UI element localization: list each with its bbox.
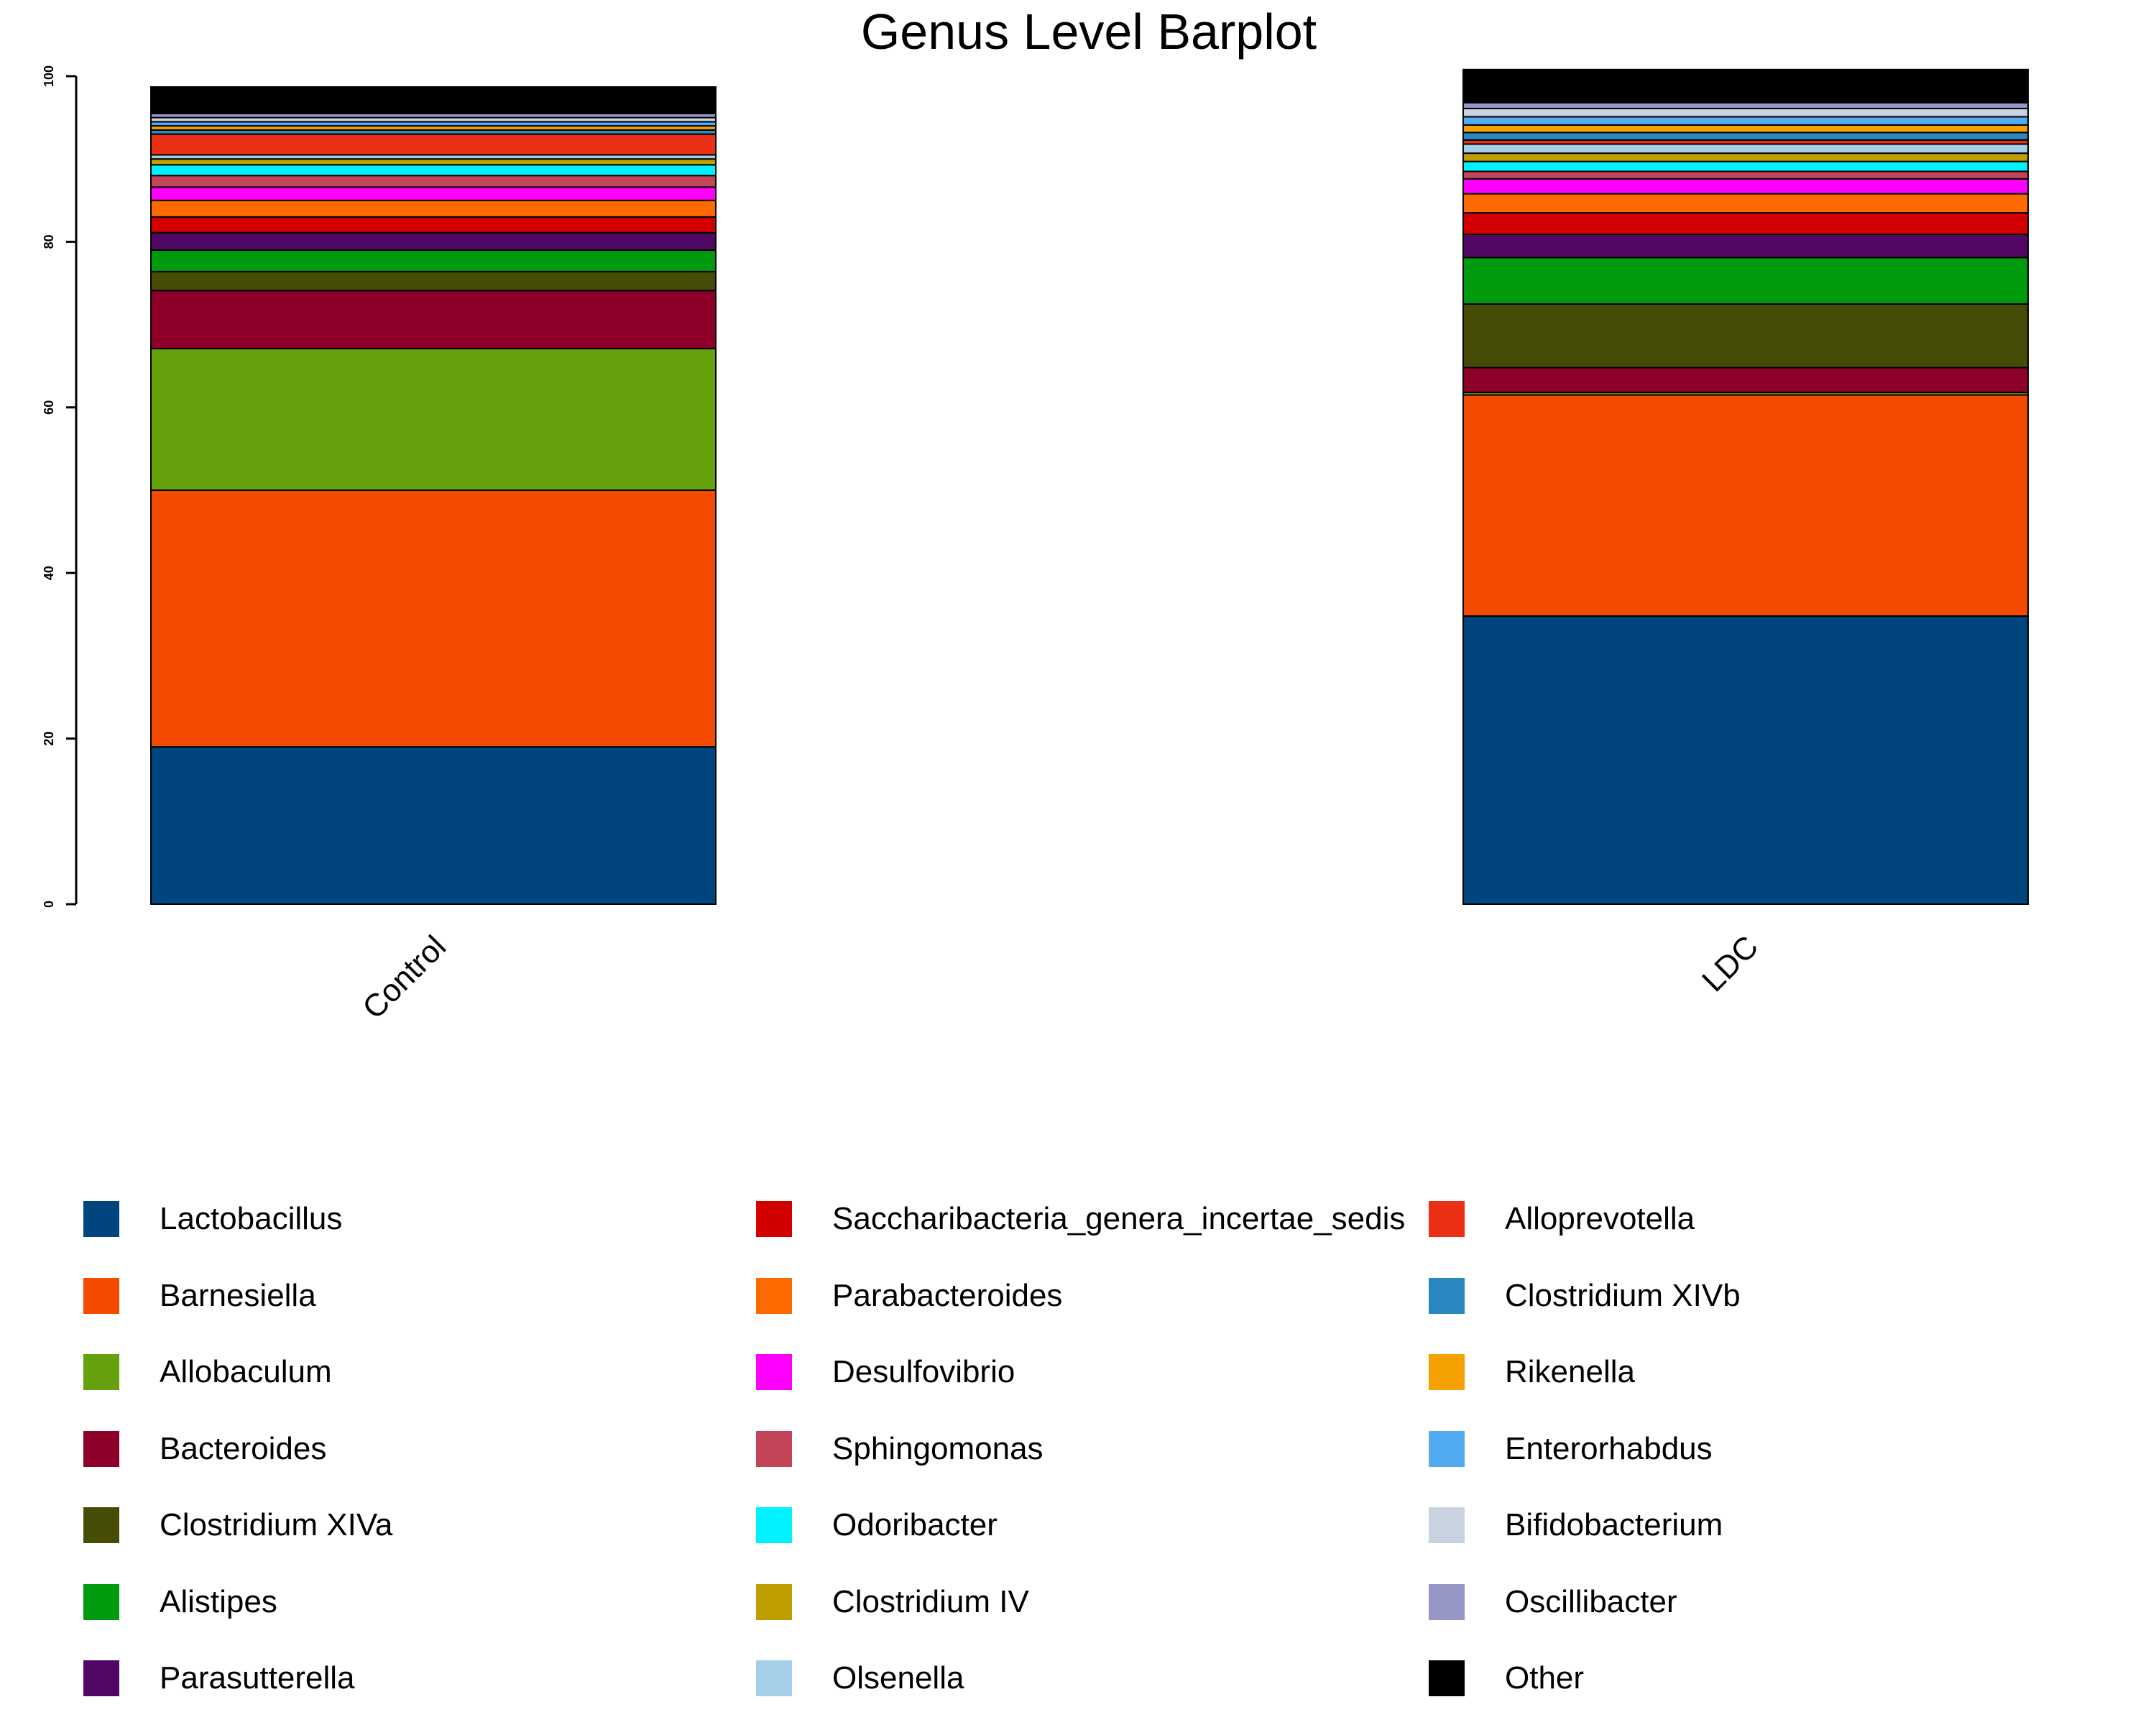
bar-segment-ldc-13 (1462, 143, 2029, 155)
y-tick-label: 60 (42, 400, 56, 415)
bar-segment-ldc-19 (1462, 101, 2029, 109)
bar-segment-ldc-1 (1462, 394, 2029, 617)
bar-segment-control-6 (150, 231, 717, 251)
bar-segment-control-8 (150, 199, 717, 218)
y-tick-label: 80 (42, 234, 56, 249)
bar-segment-ldc-8 (1462, 193, 2029, 214)
y-tick-label: 20 (42, 732, 56, 746)
bar-segment-control-0 (150, 746, 717, 905)
y-tick-label: 0 (42, 901, 56, 908)
bar-stack-ldc (1462, 68, 2029, 905)
bar-stack-control (150, 86, 717, 905)
bar-segment-control-2 (150, 348, 717, 491)
bar-segment-ldc-0 (1462, 615, 2029, 905)
bar-segment-ldc-6 (1462, 234, 2029, 259)
bar-segment-ldc-10 (1462, 170, 2029, 180)
x-tick-label: LDC (1695, 929, 1765, 998)
x-axis-labels: Control LDC (356, 929, 1765, 1026)
bar-segment-control-14 (150, 133, 717, 156)
bar-segment-ldc-9 (1462, 178, 2029, 195)
bar-segment-ldc-3 (1462, 367, 2029, 394)
bar-segment-control-20 (150, 86, 717, 114)
bar-segment-ldc-17 (1462, 116, 2029, 126)
bar-segment-ldc-5 (1462, 257, 2029, 305)
bar-segment-control-12 (150, 158, 717, 166)
bar-segment-ldc-16 (1462, 124, 2029, 134)
bar-segment-control-1 (150, 489, 717, 748)
bar-segment-ldc-12 (1462, 152, 2029, 162)
bar-segment-control-7 (150, 216, 717, 234)
y-tick-label: 100 (42, 65, 56, 87)
bar-segment-ldc-11 (1462, 160, 2029, 172)
bar-segment-control-5 (150, 249, 717, 272)
stacked-bars (150, 68, 2029, 905)
bar-segment-control-11 (150, 164, 717, 177)
bar-segment-control-3 (150, 290, 717, 350)
bar-segment-control-10 (150, 175, 717, 188)
bar-segment-ldc-18 (1462, 107, 2029, 118)
bar-segment-ldc-15 (1462, 132, 2029, 141)
x-tick-label: Control (356, 929, 453, 1026)
bar-segment-ldc-7 (1462, 212, 2029, 236)
bar-segment-ldc-20 (1462, 68, 2029, 104)
y-axis: 0 20 40 60 80 100 (42, 65, 78, 908)
y-tick-label: 40 (42, 566, 56, 580)
bar-segment-control-4 (150, 270, 717, 292)
chart-title: Genus Level Barplot (861, 4, 1317, 60)
bar-segment-ldc-4 (1462, 303, 2029, 369)
bar-segment-control-9 (150, 186, 717, 201)
